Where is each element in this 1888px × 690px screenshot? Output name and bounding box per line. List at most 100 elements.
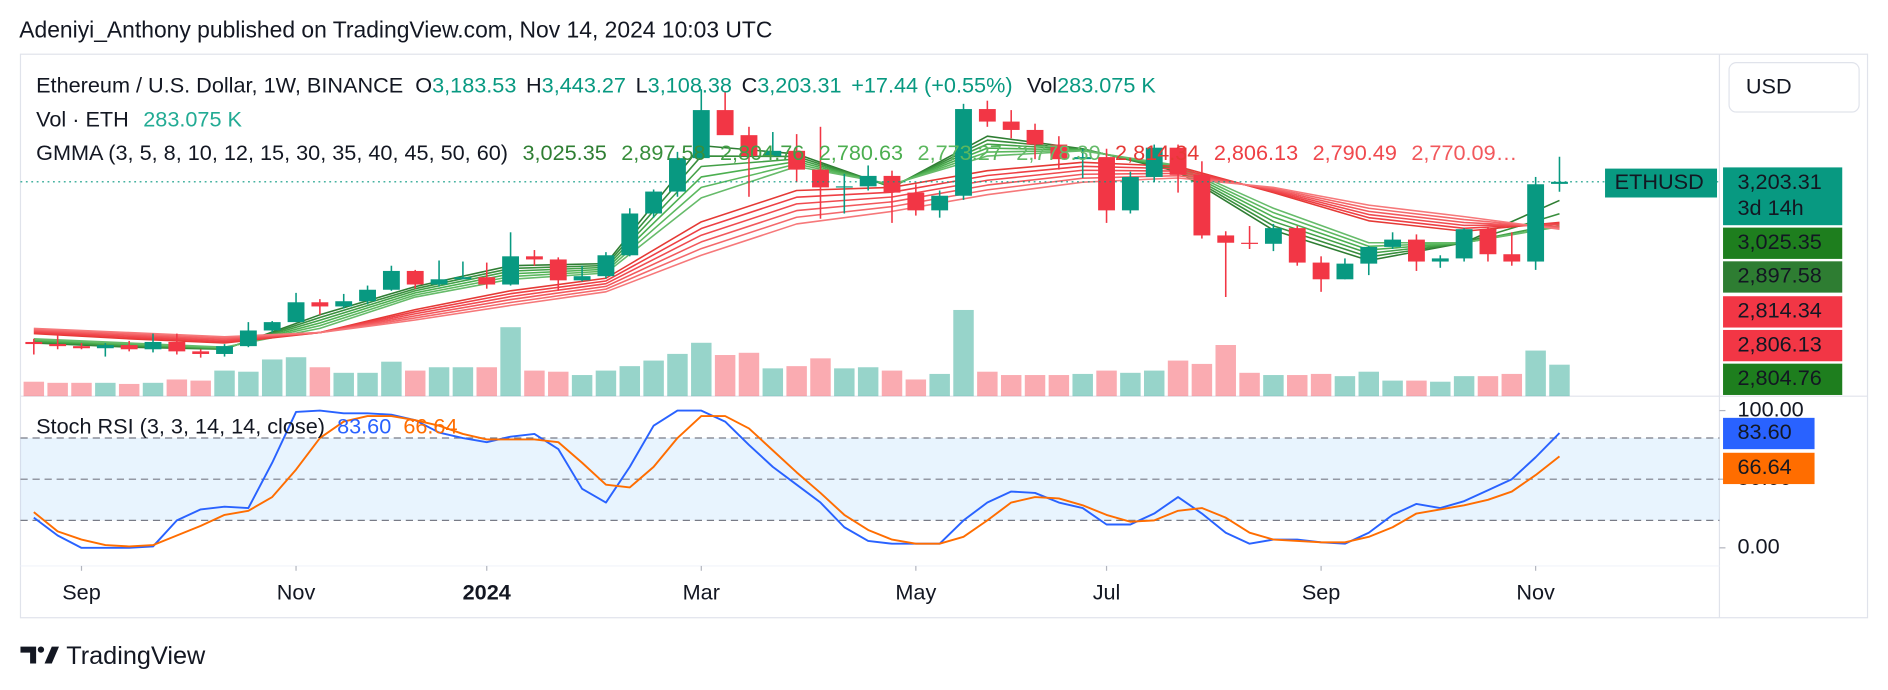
gmma-title: GMMA (3, 5, 8, 10, 12, 15, 30, 35, 40, 4… xyxy=(36,140,508,165)
volume-bar xyxy=(595,370,617,397)
ohlc-value: 3,108.38 xyxy=(648,72,732,97)
candle-body xyxy=(549,259,567,281)
x-tick-label: Jul xyxy=(1093,579,1121,604)
candle-body xyxy=(978,109,996,122)
volume-bar xyxy=(548,371,569,397)
candle-body xyxy=(216,346,233,354)
volume-bar xyxy=(714,355,736,397)
x-tick-label: Sep xyxy=(1302,579,1341,604)
candle-body xyxy=(907,192,925,211)
candle-body xyxy=(1002,121,1020,130)
stoch-tag: 66.64 xyxy=(1737,454,1791,479)
symbol-tag: ETHUSD xyxy=(1615,169,1704,194)
volume-bar xyxy=(333,372,354,397)
volume-bar xyxy=(309,367,331,397)
volume-bar xyxy=(1263,375,1284,397)
candle-body xyxy=(192,351,210,354)
candle-body xyxy=(764,150,782,157)
candle-body xyxy=(1384,239,1402,247)
volume-bar xyxy=(1048,375,1070,397)
volume-bar xyxy=(381,361,402,397)
candle-body xyxy=(1026,129,1044,145)
symbol-tag-box xyxy=(1605,168,1718,198)
ohlc-key: O xyxy=(415,72,432,97)
candle-body xyxy=(1193,174,1211,236)
candle-body xyxy=(1431,258,1449,262)
volume-bar xyxy=(1143,370,1165,397)
candle-body xyxy=(502,256,520,285)
volume-bar xyxy=(977,371,998,397)
volume-bar xyxy=(1096,370,1117,397)
symbol-legend: Ethereum / U.S. Dollar, 1W, BINANCE O3,18… xyxy=(36,72,1156,97)
price-tag: 2,806.13 xyxy=(1737,331,1821,356)
volume-bar xyxy=(71,382,92,397)
volume-bar xyxy=(1477,376,1499,397)
volume-bar xyxy=(1287,375,1308,397)
candle-body xyxy=(168,341,186,352)
overlay: Ethereum / U.S. Dollar, 1W, BINANCE O3,18… xyxy=(36,72,1843,485)
stoch-title: Stoch RSI (3, 3, 14, 14, close) xyxy=(36,413,325,438)
volume-bar xyxy=(428,367,450,397)
candle-body xyxy=(740,135,758,157)
stoch-line xyxy=(33,415,1561,548)
volume-bar xyxy=(1215,345,1236,397)
x-tick-label: Nov xyxy=(277,579,316,604)
gmma-value: 2,780.63 xyxy=(819,140,903,165)
volume-bar xyxy=(619,366,641,397)
volume-bar xyxy=(476,367,497,397)
candle-body xyxy=(335,301,353,307)
price-tag: 3,203.31 xyxy=(1737,169,1821,194)
price-tag-box xyxy=(1723,296,1843,328)
candle-body xyxy=(49,344,67,347)
x-tick-label: Nov xyxy=(1516,579,1555,604)
candle-body xyxy=(1503,254,1521,262)
currency-button[interactable] xyxy=(1728,62,1860,113)
volume-bar xyxy=(857,367,879,397)
candle-body xyxy=(73,346,90,349)
volume-bar xyxy=(95,382,116,397)
candle-body xyxy=(788,150,806,170)
candle-body xyxy=(1169,147,1187,175)
stoch-value: 66.64 xyxy=(403,413,457,438)
candle-body xyxy=(597,255,615,277)
volume-bar xyxy=(1358,371,1380,397)
candle-body xyxy=(1527,184,1545,262)
candle-body xyxy=(669,158,686,192)
candle-body xyxy=(478,277,496,285)
volume-bar xyxy=(118,383,140,397)
gmma-value: 2,814.34 xyxy=(1115,140,1199,165)
volume-bar xyxy=(214,370,235,397)
volume-bar xyxy=(571,375,593,397)
price-tag: 2,814.34 xyxy=(1737,298,1821,323)
candle-body xyxy=(25,341,43,345)
price-tag: 2,804.76 xyxy=(1737,365,1821,390)
currency-label[interactable]: USD xyxy=(1746,74,1792,99)
candle-body xyxy=(1098,157,1115,211)
price-tag-box xyxy=(1723,261,1843,293)
volume-bar xyxy=(881,370,903,397)
candle-body xyxy=(454,277,472,280)
candle-body xyxy=(1288,228,1306,263)
ohlc-key: C xyxy=(742,72,758,97)
volume-bar xyxy=(1453,376,1475,397)
volume-bar xyxy=(1430,381,1451,397)
volume-bar xyxy=(47,382,68,397)
volume-bar xyxy=(1000,375,1022,397)
candle-body xyxy=(287,302,305,323)
gmma-value: 2,770.09… xyxy=(1411,140,1517,165)
volume-bar xyxy=(929,373,950,397)
stoch-legend: Stoch RSI (3, 3, 14, 14, close) 83.60 66.6… xyxy=(36,413,457,438)
volume-bar xyxy=(261,359,283,397)
gmma-value: 2,804.76 xyxy=(720,140,804,165)
x-tick-label: May xyxy=(895,579,936,604)
gmma-legend: GMMA (3, 5, 8, 10, 12, 15, 30, 35, 40, 4… xyxy=(36,140,1517,165)
volume-value: 283.075 K xyxy=(143,106,242,131)
candle-body xyxy=(931,195,949,211)
volume-bar xyxy=(1191,363,1213,397)
tradingview-logo xyxy=(20,646,59,664)
volume-bar xyxy=(238,371,259,397)
candle-body xyxy=(883,175,901,193)
price-tag: 2,897.58 xyxy=(1737,263,1821,288)
candle-body xyxy=(1336,263,1354,280)
